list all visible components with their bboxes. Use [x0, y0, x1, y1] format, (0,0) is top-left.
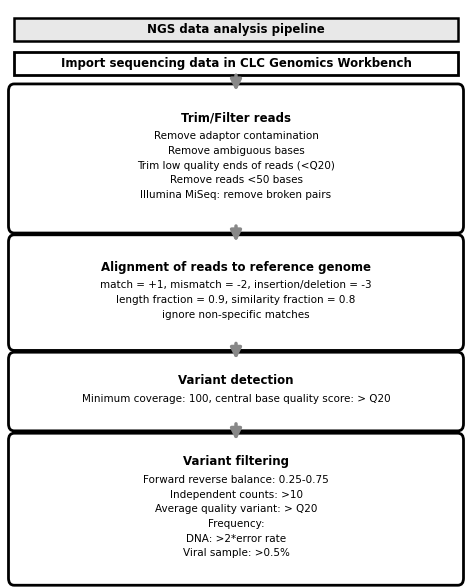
- Text: Remove adaptor contamination: Remove adaptor contamination: [153, 131, 319, 141]
- Text: Trim low quality ends of reads (<Q20): Trim low quality ends of reads (<Q20): [137, 161, 335, 171]
- FancyBboxPatch shape: [8, 352, 464, 431]
- FancyBboxPatch shape: [8, 84, 464, 233]
- Text: ignore non-specific matches: ignore non-specific matches: [162, 309, 310, 319]
- FancyBboxPatch shape: [8, 235, 464, 350]
- Text: Independent counts: >10: Independent counts: >10: [169, 490, 303, 500]
- Text: DNA: >2*error rate: DNA: >2*error rate: [186, 534, 286, 544]
- Text: Alignment of reads to reference genome: Alignment of reads to reference genome: [101, 261, 371, 274]
- Text: Remove reads <50 bases: Remove reads <50 bases: [169, 176, 303, 185]
- FancyBboxPatch shape: [14, 18, 458, 41]
- Text: Forward reverse balance: 0.25-0.75: Forward reverse balance: 0.25-0.75: [143, 475, 329, 485]
- Text: Import sequencing data in CLC Genomics Workbench: Import sequencing data in CLC Genomics W…: [60, 57, 412, 70]
- Text: Trim/Filter reads: Trim/Filter reads: [181, 112, 291, 125]
- Text: Variant filtering: Variant filtering: [183, 455, 289, 468]
- Text: Illumina MiSeq: remove broken pairs: Illumina MiSeq: remove broken pairs: [141, 190, 331, 200]
- Text: NGS data analysis pipeline: NGS data analysis pipeline: [147, 23, 325, 36]
- Text: Remove ambiguous bases: Remove ambiguous bases: [168, 146, 304, 156]
- Text: Viral sample: >0.5%: Viral sample: >0.5%: [183, 548, 289, 558]
- Text: length fraction = 0.9, similarity fraction = 0.8: length fraction = 0.9, similarity fracti…: [116, 295, 356, 305]
- Text: match = +1, mismatch = -2, insertion/deletion = -3: match = +1, mismatch = -2, insertion/del…: [100, 280, 372, 291]
- FancyBboxPatch shape: [8, 433, 464, 585]
- Text: Minimum coverage: 100, central base quality score: > Q20: Minimum coverage: 100, central base qual…: [82, 394, 390, 404]
- Text: Variant detection: Variant detection: [178, 374, 294, 387]
- FancyBboxPatch shape: [14, 52, 458, 75]
- Text: Frequency:: Frequency:: [208, 519, 264, 529]
- Text: Average quality variant: > Q20: Average quality variant: > Q20: [155, 504, 317, 514]
